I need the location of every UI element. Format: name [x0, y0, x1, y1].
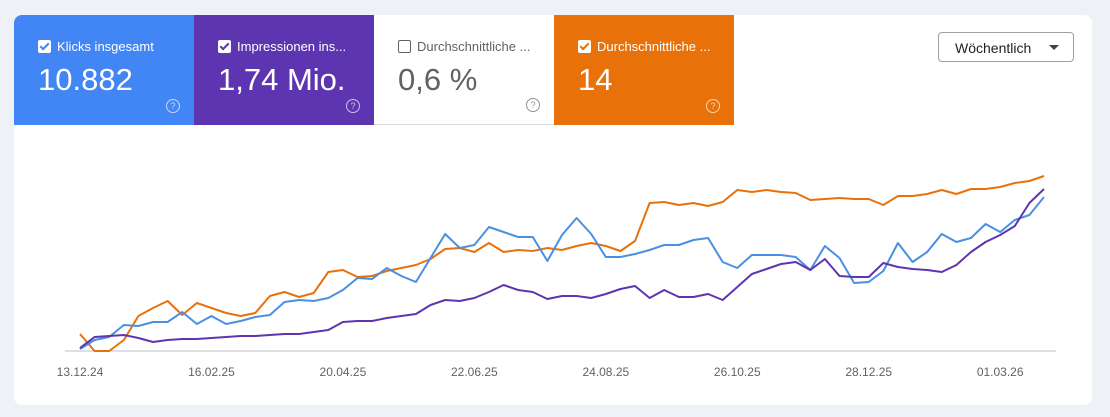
- interval-dropdown[interactable]: Wöchentlich: [938, 32, 1074, 62]
- checkbox: [398, 40, 411, 53]
- card-value: 14: [578, 62, 613, 97]
- x-tick-label: 16.02.25: [188, 365, 235, 379]
- metric-card[interactable]: Impressionen ins... 1,74 Mio.?: [194, 15, 374, 125]
- card-label: Impressionen ins...: [237, 39, 347, 54]
- metric-card[interactable]: Klicks insgesamt 10.882?: [14, 15, 194, 125]
- checkbox: [38, 40, 51, 53]
- series-line: [79, 196, 1045, 350]
- card-label: Klicks insgesamt: [57, 39, 154, 54]
- metric-card[interactable]: Durchschnittliche ... 14?: [554, 15, 734, 125]
- checkbox: [578, 40, 591, 53]
- x-tick-label: 13.12.24: [57, 365, 104, 379]
- x-tick-label: 01.03.26: [977, 365, 1024, 379]
- x-tick-label: 28.12.25: [845, 365, 892, 379]
- help-icon: ?: [526, 98, 540, 112]
- card-label: Durchschnittliche ...: [597, 39, 711, 54]
- help-icon: ?: [706, 99, 720, 113]
- metric-card[interactable]: Durchschnittliche ... 0,6 %?: [374, 15, 554, 125]
- checkbox: [218, 40, 231, 53]
- series-line: [79, 175, 1045, 352]
- x-tick-label: 22.06.25: [451, 365, 498, 379]
- help-icon: ?: [346, 99, 360, 113]
- card-label-row: Durchschnittliche ...: [578, 39, 734, 54]
- card-label-row: Impressionen ins...: [218, 39, 374, 54]
- card-label: Durchschnittliche ...: [417, 39, 531, 54]
- x-tick-label: 24.08.25: [582, 365, 629, 379]
- help-icon: ?: [166, 99, 180, 113]
- card-value: 0,6 %: [398, 62, 478, 97]
- card-value: 1,74 Mio.: [218, 62, 346, 97]
- x-tick-label: 20.04.25: [320, 365, 367, 379]
- series-line: [79, 188, 1045, 349]
- x-tick-label: 26.10.25: [714, 365, 761, 379]
- card-value: 10.882: [38, 62, 133, 97]
- card-label-row: Klicks insgesamt: [38, 39, 194, 54]
- card-label-row: Durchschnittliche ...: [398, 39, 554, 54]
